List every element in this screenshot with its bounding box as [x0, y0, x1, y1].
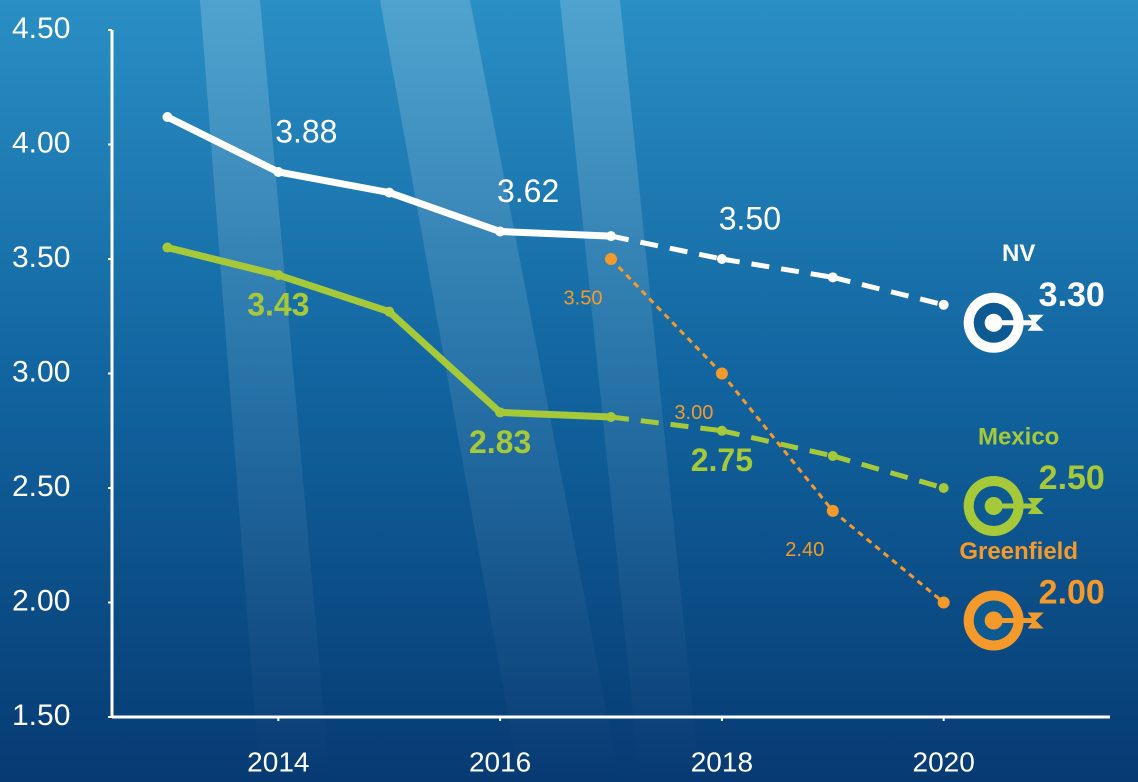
data-point	[273, 270, 284, 281]
data-point	[162, 112, 173, 123]
line-segment	[385, 189, 504, 236]
y-tick-label: 4.00	[12, 126, 70, 159]
y-tick-label: 3.50	[12, 241, 70, 274]
projection-segment	[721, 256, 834, 280]
data-point	[273, 166, 284, 177]
data-point	[826, 504, 839, 517]
data-point	[606, 412, 616, 423]
line-segment	[163, 113, 282, 176]
data-point	[715, 367, 728, 380]
projection-segment	[831, 509, 945, 604]
line-segment	[163, 244, 282, 279]
projection-segment	[610, 233, 723, 262]
data-point	[384, 306, 395, 317]
data-point	[606, 231, 616, 242]
data-point	[162, 242, 173, 253]
projection-segment	[832, 274, 945, 308]
projection-segment	[610, 414, 723, 434]
data-label: 2.83	[469, 424, 531, 460]
data-label: 3.50	[564, 287, 603, 309]
data-point	[716, 425, 727, 436]
data-label: 3.50	[719, 200, 781, 236]
y-tick-label: 1.50	[12, 699, 70, 732]
target-value: 2.00	[1039, 573, 1105, 611]
light-ray	[200, 0, 330, 782]
data-label: 2.40	[785, 539, 824, 561]
data-point	[495, 226, 506, 237]
y-tick-label: 4.50	[12, 12, 70, 45]
y-tick-label: 2.00	[12, 584, 70, 617]
line-segment	[274, 271, 393, 316]
data-point	[827, 272, 838, 283]
target-value: 3.30	[1039, 276, 1105, 314]
x-tick-label: 2016	[469, 746, 531, 777]
data-point	[384, 187, 395, 198]
target-value: 2.50	[1039, 459, 1105, 497]
projection-segment	[720, 372, 834, 512]
data-label: 3.43	[247, 286, 309, 322]
line-segment	[385, 308, 504, 416]
projection-segment	[832, 453, 945, 491]
data-point	[938, 299, 949, 310]
data-label: 3.00	[674, 402, 713, 424]
projection-segment	[721, 428, 834, 459]
x-tick-label: 2020	[913, 746, 975, 777]
line-segment	[496, 228, 615, 240]
line-segment	[274, 168, 393, 197]
line-segment	[496, 408, 615, 421]
data-point	[937, 596, 950, 609]
data-label: 3.88	[275, 113, 337, 149]
data-label: 3.62	[497, 173, 559, 209]
data-label: 2.75	[691, 442, 753, 478]
light-ray	[380, 0, 620, 782]
series-name: NV	[1002, 240, 1035, 267]
y-tick-label: 2.50	[12, 470, 70, 503]
data-point	[827, 450, 838, 461]
data-point	[495, 407, 506, 418]
target-fletch	[1027, 612, 1044, 629]
x-tick-label: 2018	[691, 746, 753, 777]
series-name: Greenfield	[959, 538, 1078, 565]
y-tick-label: 3.00	[12, 355, 70, 388]
data-point	[716, 254, 727, 264]
series-name: Mexico	[978, 423, 1059, 450]
projection-segment	[609, 257, 723, 375]
x-tick-label: 2014	[247, 746, 309, 777]
target-fletch	[1027, 314, 1044, 331]
data-point	[605, 253, 617, 265]
light-ray	[560, 0, 700, 782]
target-fletch	[1027, 498, 1044, 514]
data-point	[938, 483, 949, 493]
